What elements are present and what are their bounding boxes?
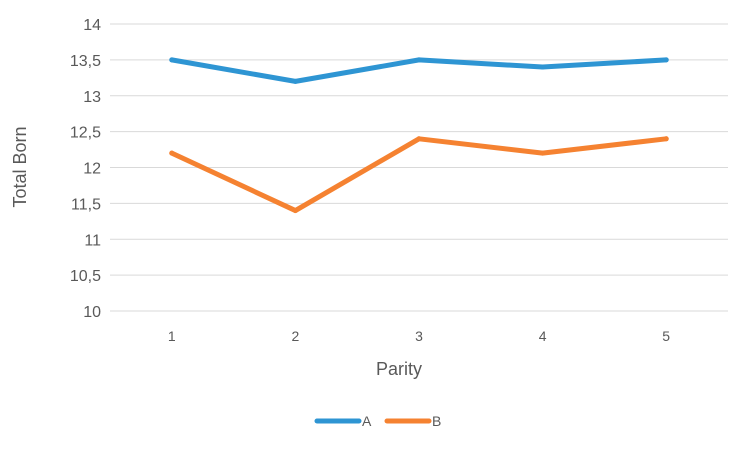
y-axis-ticks: 10 10,5 11 11,5 12 12,5 13 13,5 14 xyxy=(70,17,101,321)
data-point xyxy=(663,57,669,63)
y-tick-label: 10 xyxy=(83,304,101,321)
data-point xyxy=(292,78,298,84)
y-tick-label: 12 xyxy=(83,161,101,178)
data-point xyxy=(540,150,546,156)
y-tick-label: 10,5 xyxy=(70,268,101,285)
x-axis-title: Parity xyxy=(376,359,422,379)
series-lines xyxy=(169,57,669,214)
x-axis-ticks: 1 2 3 4 5 xyxy=(168,328,670,344)
data-point xyxy=(416,57,422,63)
y-tick-label: 14 xyxy=(83,17,101,34)
y-tick-label: 12,5 xyxy=(70,125,101,142)
y-tick-label: 11 xyxy=(84,232,101,249)
y-tick-label: 11,5 xyxy=(71,196,101,213)
data-point xyxy=(169,57,175,63)
x-tick-label: 4 xyxy=(539,328,547,344)
y-axis-title: Total Born xyxy=(10,126,30,207)
x-tick-label: 3 xyxy=(415,328,423,344)
y-tick-label: 13,5 xyxy=(70,53,101,70)
legend-label: B xyxy=(432,413,441,429)
data-point xyxy=(416,136,422,142)
data-point xyxy=(169,150,175,156)
series-line-B xyxy=(169,136,669,214)
x-tick-label: 5 xyxy=(662,328,670,344)
legend-label: A xyxy=(362,413,372,429)
series-line-A xyxy=(169,57,669,84)
data-point xyxy=(663,136,669,142)
gridlines xyxy=(110,23,728,312)
y-tick-label: 13 xyxy=(83,89,101,106)
data-point xyxy=(292,208,298,214)
data-point xyxy=(540,64,546,70)
x-tick-label: 2 xyxy=(292,328,300,344)
x-tick-label: 1 xyxy=(168,328,176,344)
